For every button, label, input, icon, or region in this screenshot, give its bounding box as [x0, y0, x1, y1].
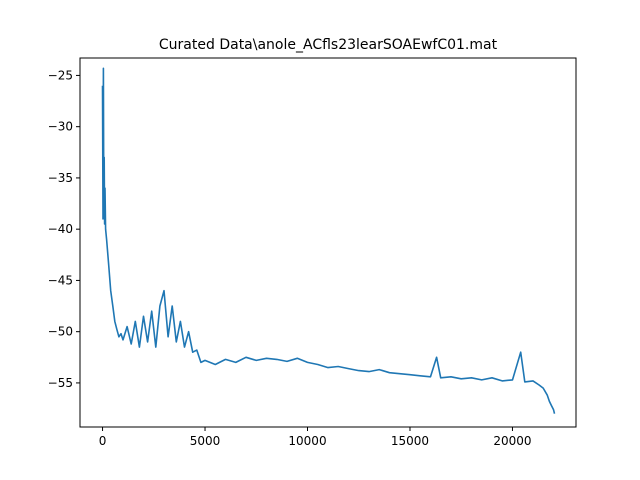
y-axis: −25 −30 −35 −40 −45 −50 −55 — [48, 68, 80, 390]
y-tick-label: −35 — [48, 171, 73, 185]
y-tick-label: −30 — [48, 120, 73, 134]
axes-frame — [79, 57, 577, 428]
x-axis: 0 5000 10000 15000 20000 — [99, 427, 532, 448]
x-tick-label: 0 — [99, 434, 107, 448]
y-tick-label: −25 — [48, 68, 73, 82]
x-tick-label: 15000 — [391, 434, 429, 448]
y-tick-label: −40 — [48, 222, 73, 236]
y-tick-label: −55 — [48, 376, 73, 390]
chart-title: Curated Data\anole_ACfls23learSOAEwfC01.… — [159, 37, 498, 53]
x-tick-label: 20000 — [493, 434, 531, 448]
series-line — [101, 67, 556, 414]
plot-area — [101, 67, 556, 414]
x-tick-label: 5000 — [190, 434, 221, 448]
y-tick-label: −50 — [48, 325, 73, 339]
y-tick-label: −45 — [48, 273, 73, 287]
series-layer — [101, 67, 556, 414]
x-tick-label: 10000 — [288, 434, 326, 448]
